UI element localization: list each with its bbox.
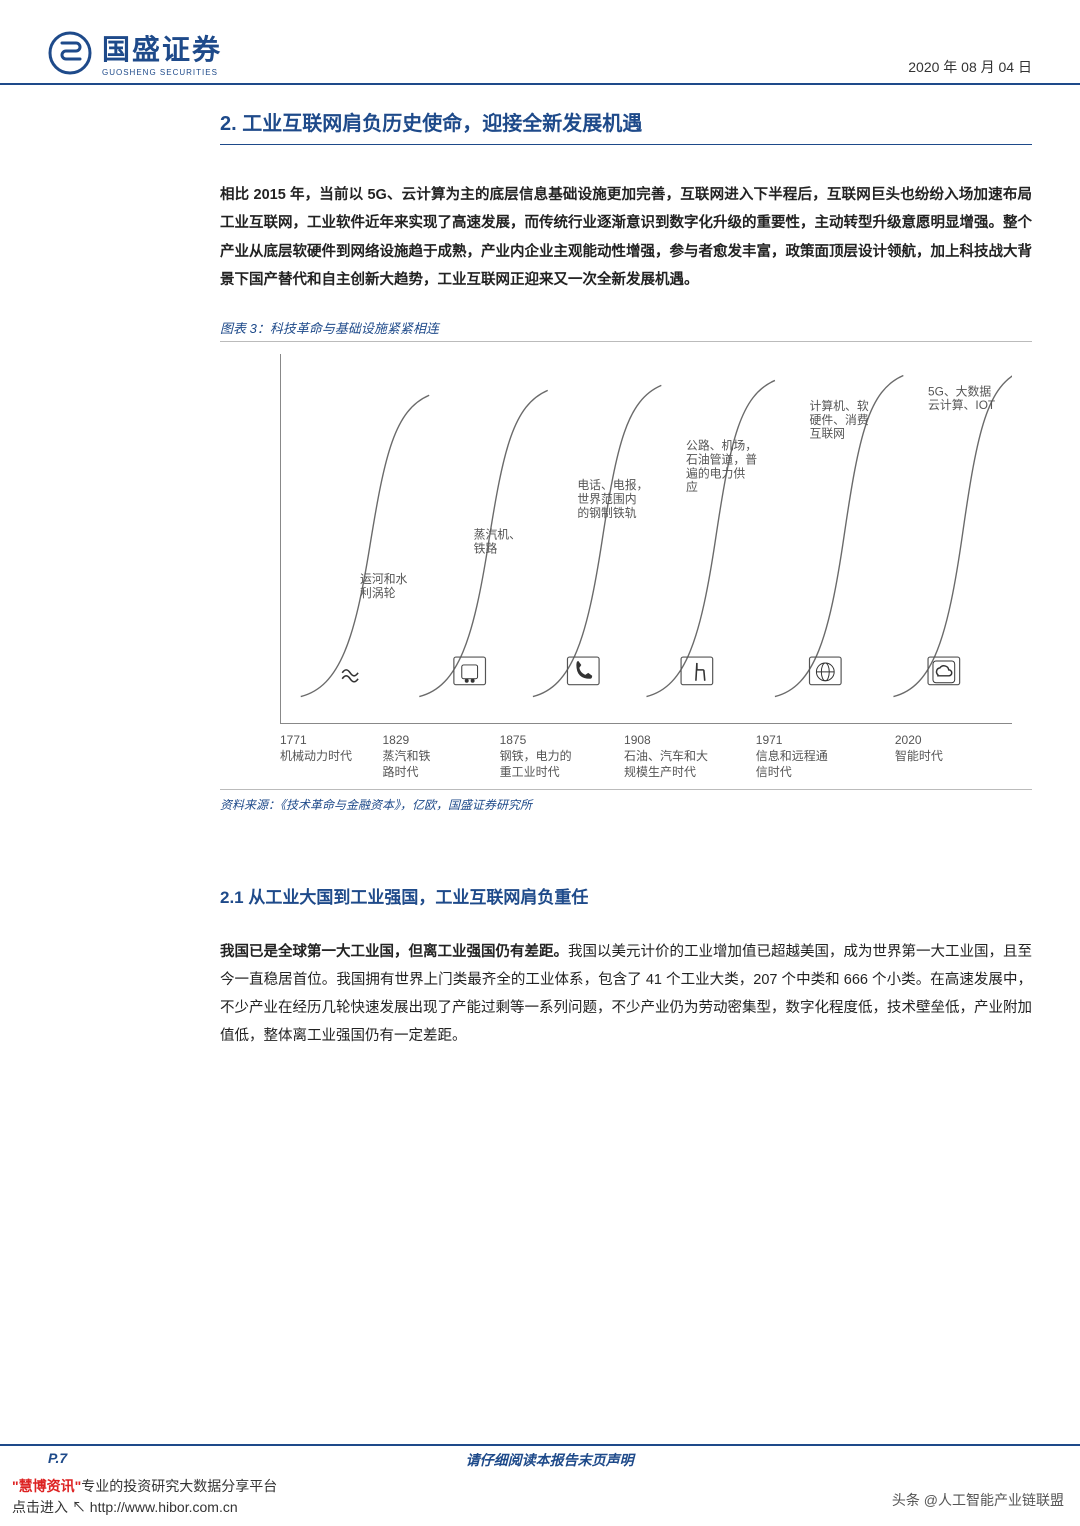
road-icon <box>696 663 705 681</box>
figure-source: 资料来源：《技术革命与金融资本》，亿欧，国盛证券研究所 <box>220 789 1032 813</box>
section-heading: 工业互联网肩负历史使命，迎接全新发展机遇 <box>242 113 642 135</box>
platform-brand: "慧博资讯" <box>12 1478 81 1494</box>
content: 2. 工业互联网肩负历史使命，迎接全新发展机遇 相比 2015 年，当前以 5G… <box>0 107 1080 1051</box>
era-2: 1875钢铁，电力的 重工业时代 <box>500 732 624 781</box>
era-0: 1771机械动力时代 <box>280 732 382 781</box>
era-year: 1908 <box>624 732 651 748</box>
platform-tagline: 专业的投资研究大数据分享平台 <box>81 1478 277 1494</box>
s-curve-3 <box>647 381 775 697</box>
s-curve-2 <box>533 385 661 696</box>
footer: P.7 请仔细阅读本报告末页声明 <box>0 1444 1080 1470</box>
curve-label-4: 互联网 <box>809 427 845 441</box>
train-icon <box>462 665 478 683</box>
footer-disclaimer: 请仔细阅读本报告末页声明 <box>466 1450 634 1470</box>
figure-caption: 图表 3：科技革命与基础设施紧紧相连 <box>220 318 1032 342</box>
curve-label-5: 5G、大数据 <box>928 384 991 398</box>
company-sub: GUOSHENG SECURITIES <box>102 68 222 77</box>
cloud-icon <box>933 661 955 683</box>
platform-cta[interactable]: 点击进入 <box>12 1499 68 1515</box>
era-desc: 信息和远程通 信时代 <box>756 748 828 780</box>
toutiao-watermark: 头条 @人工智能产业链联盟 <box>892 1490 1064 1510</box>
wave-icon <box>342 670 358 682</box>
platform-banner: "慧博资讯"专业的投资研究大数据分享平台 点击进入 ↖ http://www.h… <box>12 1476 277 1518</box>
era-year: 1771 <box>280 732 307 748</box>
curve-label-2: 世界范围内 <box>577 492 636 506</box>
curve-label-3: 石油管道，普 <box>686 452 757 466</box>
curve-label-2: 电话、电报， <box>577 478 648 492</box>
curve-label-3: 遍的电力供 <box>686 466 745 480</box>
era-year: 1875 <box>500 732 527 748</box>
page-number: P.7 <box>48 1450 67 1470</box>
logo-icon <box>48 31 92 75</box>
s-curve-5 <box>893 371 1012 697</box>
curve-label-0: 利涡轮 <box>360 586 396 600</box>
paragraph-intro: 相比 2015 年，当前以 5G、云计算为主的底层信息基础设施更加完善，互联网进… <box>220 181 1032 294</box>
globe-icon <box>816 663 834 681</box>
curve-label-3: 公路、机场， <box>686 439 757 453</box>
era-year: 1971 <box>756 732 783 748</box>
company-name: 国盛证券 <box>102 34 222 65</box>
era-desc: 机械动力时代 <box>280 748 352 764</box>
era-desc: 蒸汽和铁 路时代 <box>382 748 430 780</box>
logo: 国盛证券 GUOSHENG SECURITIES <box>48 28 222 77</box>
era-desc: 石油、汽车和大 规模生产时代 <box>624 748 708 780</box>
curve-label-2: 的钢制铁轨 <box>577 506 636 520</box>
cursor-icon: ↖ <box>72 1499 86 1515</box>
era-desc: 智能时代 <box>895 748 943 764</box>
header: 国盛证券 GUOSHENG SECURITIES 2020 年 08 月 04 … <box>0 0 1080 85</box>
platform-url[interactable]: http://www.hibor.com.cn <box>90 1499 238 1515</box>
era-5: 2020智能时代 <box>895 732 1012 781</box>
paragraph-lead: 我国已是全球第一大工业国，但离工业强国仍有差距。 <box>220 944 568 960</box>
section-number: 2. <box>220 113 237 135</box>
curve-label-1: 蒸汽机、 <box>474 528 521 542</box>
page: 国盛证券 GUOSHENG SECURITIES 2020 年 08 月 04 … <box>0 0 1080 1526</box>
curve-label-4: 计算机、软 <box>809 399 868 413</box>
curve-label-0: 运河和水 <box>360 572 408 586</box>
section-title: 2. 工业互联网肩负历史使命，迎接全新发展机遇 <box>220 107 1032 145</box>
curve-label-3: 应 <box>686 480 698 494</box>
curve-label-1: 铁路 <box>474 541 498 555</box>
era-year: 2020 <box>895 732 922 748</box>
curve-label-4: 硬件、消费 <box>809 413 868 427</box>
era-1: 1829蒸汽和铁 路时代 <box>382 732 499 781</box>
curve-label-5: 云计算、IOT <box>928 398 995 412</box>
report-date: 2020 年 08 月 04 日 <box>908 57 1032 77</box>
era-4: 1971信息和远程通 信时代 <box>756 732 895 781</box>
subsection-title: 2.1 从工业大国到工业强国，工业互联网肩负重任 <box>220 883 1032 908</box>
chart-x-axis: 1771机械动力时代1829蒸汽和铁 路时代1875钢铁，电力的 重工业时代19… <box>280 732 1012 781</box>
era-3: 1908石油、汽车和大 规模生产时代 <box>624 732 756 781</box>
era-desc: 钢铁，电力的 重工业时代 <box>500 748 572 780</box>
paragraph-body: 我国已是全球第一大工业国，但离工业强国仍有差距。我国以美元计价的工业增加值已超越… <box>220 938 1032 1051</box>
s-curve-0 <box>301 395 429 696</box>
subsection-heading: 从工业大国到工业强国，工业互联网肩负重任 <box>248 888 588 907</box>
subsection-number: 2.1 <box>220 888 244 907</box>
chart-tech-revolution: 运河和水利涡轮 蒸汽机、铁路 电话、电报，世界范围内的钢制铁轨 公路、机场，石油管道，… <box>280 354 1012 724</box>
era-year: 1829 <box>382 732 409 748</box>
phone-icon <box>576 661 592 679</box>
